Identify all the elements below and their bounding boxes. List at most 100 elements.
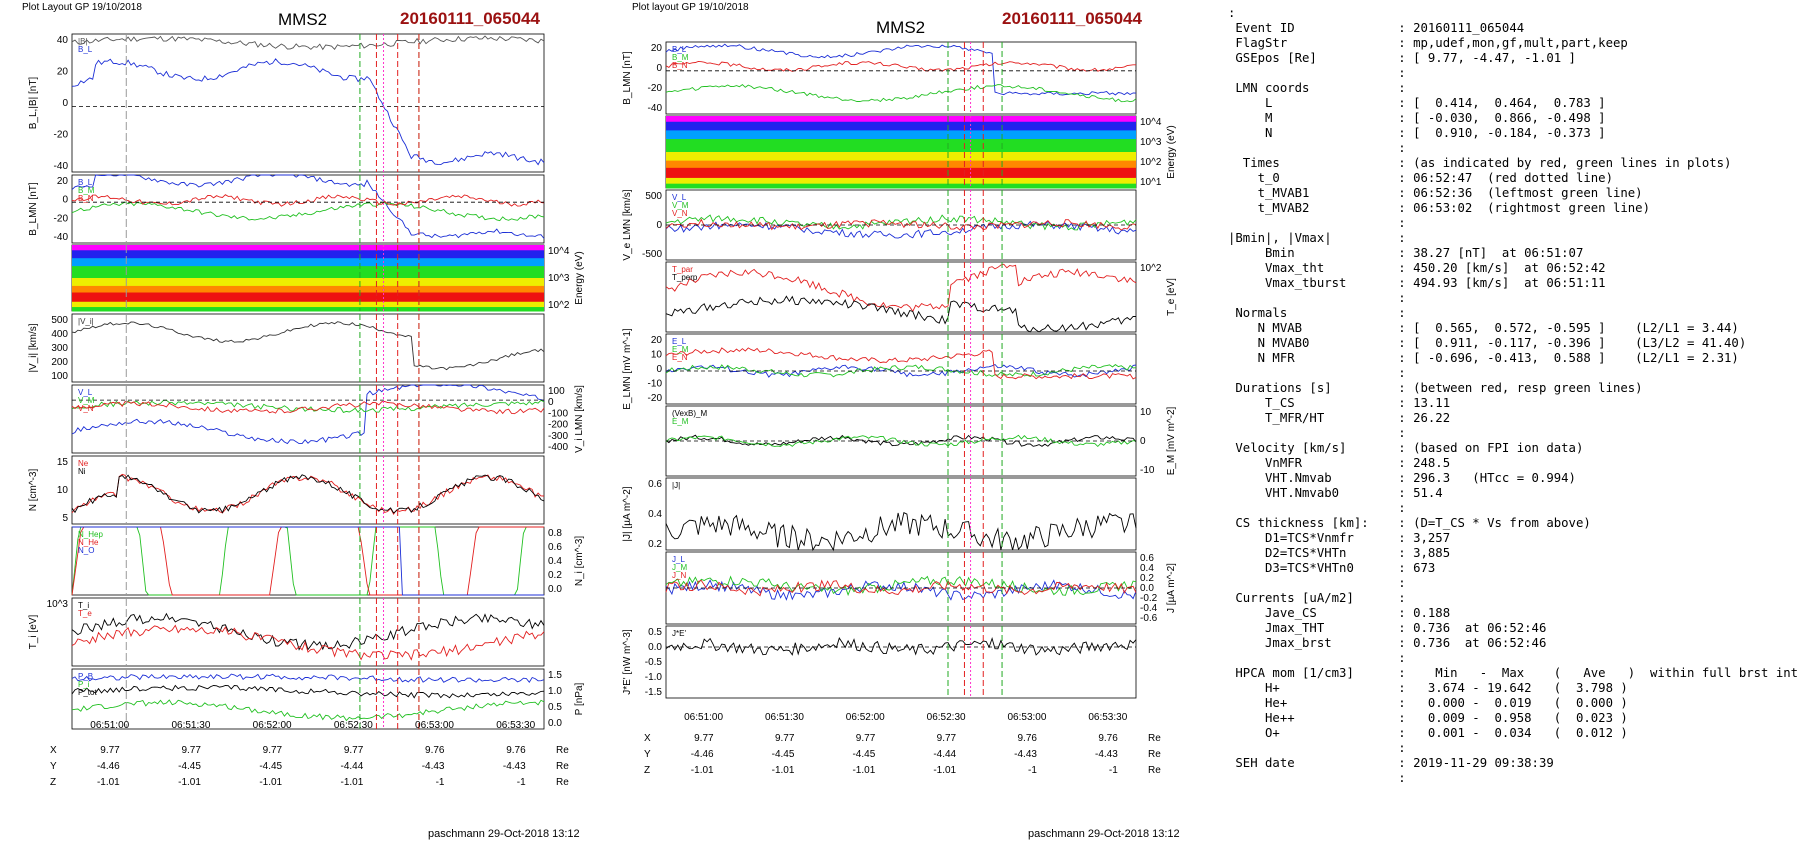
series-E_N — [665, 347, 1137, 380]
legend-entry: P_B — [78, 672, 93, 681]
info-line: : — [1398, 651, 1406, 665]
coord-unit: Re — [556, 761, 569, 772]
panel-frame — [71, 455, 545, 525]
legend-entry: B_L — [78, 45, 93, 54]
coord-value: -1.01 — [341, 777, 364, 788]
tick-label: 10^2 — [1140, 157, 1162, 168]
legend-entry: Ni — [78, 467, 86, 476]
coord-unit: Re — [556, 777, 569, 788]
info-line: Bmin : 38.27 [nT] at 06:51:07 — [1265, 246, 1584, 260]
y-axis-label: J [µA m^-2] — [1166, 563, 1177, 613]
tick-label: 100 — [548, 386, 565, 397]
header-left-1: Plot Layout GP 19/10/2018 — [22, 2, 142, 13]
y-axis-label: Energy (eV) — [1166, 125, 1177, 178]
info-line: t_MVAB2 : 06:53:02 (rightmost green line… — [1257, 201, 1650, 215]
coord-value: 9.76 — [506, 745, 526, 756]
coord-value: -4.45 — [259, 761, 282, 772]
tick-label: 10^4 — [1140, 117, 1162, 128]
series-Ni — [71, 474, 545, 514]
y-axis-label: P [nPa] — [574, 682, 585, 715]
panel-13: 20 10 0 -10 -20 E_LMN [mV m^-1] E_LE_ME_N — [622, 328, 1137, 410]
legend-entry: |V_i| — [78, 317, 94, 326]
panel-11: 500 0 -500 V_e LMN [km/s] V_LV_MV_N — [622, 189, 1137, 261]
info-line: L : [ 0.414, 0.464, 0.783 ] — [1265, 96, 1606, 110]
coord-label: Z — [644, 765, 650, 776]
time-tick-label: 06:51:00 — [90, 720, 129, 731]
info-line: : — [1398, 501, 1406, 515]
time-tick-label: 06:51:00 — [684, 712, 723, 723]
spectrogram-band — [666, 160, 1136, 169]
tick-label: 0.6 — [1140, 553, 1154, 564]
coord-value: -4.45 — [852, 749, 875, 760]
legend-entry: B_N — [78, 194, 94, 203]
tick-label: 10^4 — [548, 246, 570, 257]
info-line: N MFR : [ -0.696, -0.413, 0.588 ] (L2/L1… — [1257, 351, 1739, 365]
tick-label: 15 — [57, 457, 69, 468]
legend-entry: J_N — [672, 571, 686, 580]
coord-label: Y — [50, 761, 57, 772]
legend-entry: T_par — [672, 265, 693, 274]
series-E_M — [665, 364, 1137, 378]
legend-entry: E_M — [672, 417, 689, 426]
coord-label: Z — [50, 777, 56, 788]
coord-label: X — [50, 745, 57, 756]
tick-label: 0 — [656, 220, 662, 231]
tick-label: 0 — [1140, 436, 1146, 447]
info-line: Velocity [km/s] : (based on FPI ion data… — [1235, 441, 1584, 455]
y-axis-label: T_i [eV] — [28, 615, 39, 650]
tick-label: 0.2 — [648, 539, 662, 550]
coord-value: -4.43 — [422, 761, 445, 772]
series-V_N — [665, 218, 1137, 231]
tick-label: 20 — [651, 43, 663, 54]
info-line: O+ : 0.001 - 0.034 ( 0.012 ) — [1265, 726, 1628, 740]
info-line: N MVAB0 : [ 0.911, -0.117, -0.396 ] (L3/… — [1257, 336, 1747, 350]
tick-label: 20 — [651, 335, 663, 346]
tick-label: 10 — [1140, 407, 1152, 418]
tick-label: 0 — [62, 98, 68, 109]
tick-label: -20 — [54, 130, 69, 141]
tick-label: -10 — [1140, 465, 1155, 476]
spectrogram-band — [666, 139, 1136, 153]
info-line: LMN coords : — [1235, 81, 1406, 95]
coord-value: -1 — [436, 777, 445, 788]
coord-value: 9.77 — [694, 733, 714, 744]
legend-entry: V_L — [672, 193, 687, 202]
tick-label: -0.2 — [1140, 593, 1158, 604]
info-line: : — [1398, 216, 1406, 230]
panel-1: 20 0 -20 -40 B_LMN [nT] B_LB_MB_N — [28, 174, 545, 244]
info-line: Currents [uA/m2] : — [1235, 591, 1406, 605]
info-line: Jmax_brst : 0.736 at 06:52:46 — [1265, 636, 1547, 650]
tick-label: 0.6 — [648, 479, 662, 490]
info-line: D3=TCS*VHTn0 : 673 — [1265, 561, 1436, 575]
tick-label: 0 — [62, 195, 68, 206]
y-axis-label: Energy (eV) — [574, 251, 585, 304]
legend-entry: B_L — [78, 178, 93, 187]
panel-10: 10^4 10^3 10^2 10^1 Energy (eV) — [665, 115, 1177, 189]
coord-value: -1.01 — [97, 777, 120, 788]
probe-title-1: MMS2 — [278, 10, 328, 29]
coord-value: 9.76 — [1098, 733, 1118, 744]
legend-entry: P_tot — [78, 688, 97, 697]
y-axis-label: E_M [mV m^-2] — [1166, 406, 1177, 475]
time-tick-label: 06:53:30 — [1088, 712, 1127, 723]
series-|V_i| — [71, 321, 545, 371]
coord-value: -4.44 — [341, 761, 364, 772]
tick-label: -1.0 — [645, 672, 663, 683]
legend-entry: Ne — [78, 459, 89, 468]
series-P_i — [71, 699, 545, 722]
probe-title-2: MMS2 — [876, 18, 926, 37]
info-line: D1=TCS*Vnmfr : 3,257 — [1265, 531, 1451, 545]
coord-unit: Re — [1148, 733, 1161, 744]
info-line: Event ID : 20160111_065044 — [1235, 21, 1525, 35]
legend-entry: N_O — [78, 546, 94, 555]
tick-label: 10 — [651, 350, 663, 361]
tick-label: -40 — [54, 161, 69, 172]
series-B_L — [71, 174, 545, 239]
info-line: |Bmin|, |Vmax| : — [1228, 231, 1406, 245]
info-line: T_CS : 13.11 — [1265, 396, 1451, 410]
y-axis-label: B_LMN [nT] — [28, 182, 39, 236]
coord-value: 9.77 — [181, 745, 201, 756]
panel-frame — [665, 261, 1137, 333]
tick-label: 0.2 — [548, 570, 562, 581]
